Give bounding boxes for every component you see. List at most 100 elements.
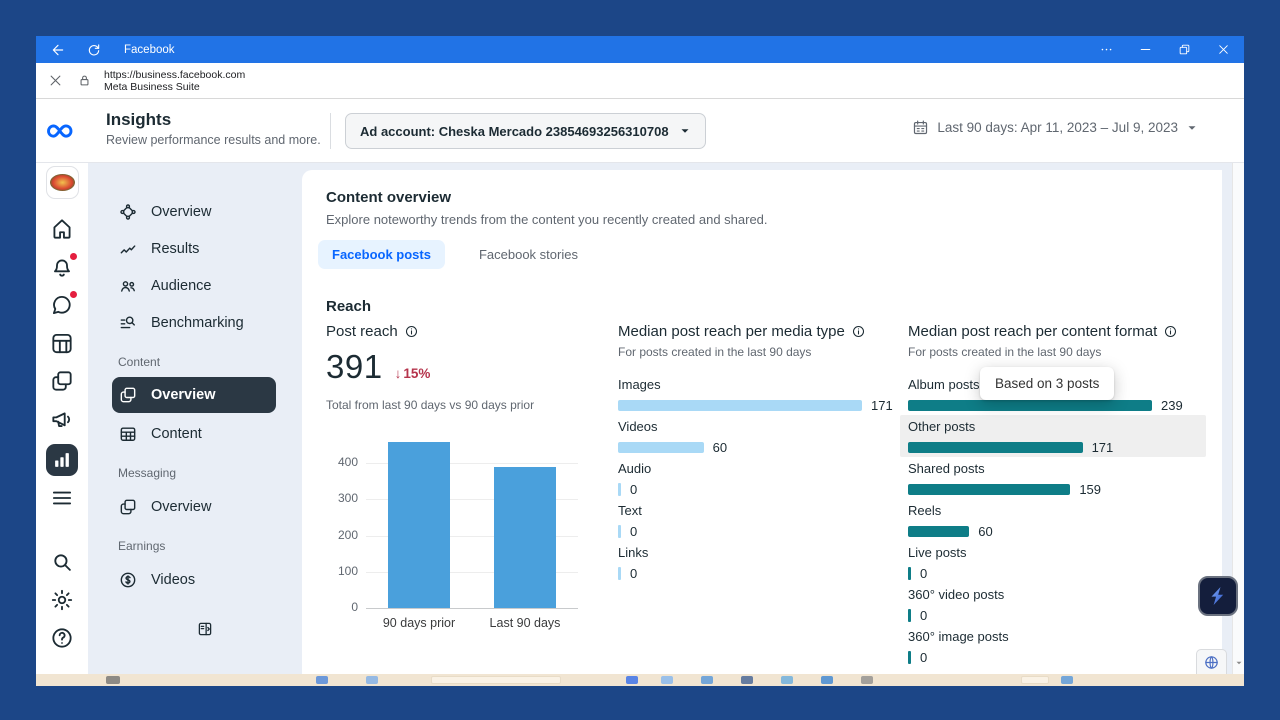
date-range-label: Last 90 days: Apr 11, 2023 – Jul 9, 2023 [937,120,1178,135]
bar [618,400,862,411]
rail-all-tools-button[interactable] [49,485,75,511]
card-subtitle: Explore noteworthy trends from the conte… [326,212,768,227]
sidebar-item-overview[interactable]: Overview [112,193,276,230]
bar-list: Images 171 Videos 60 Audio 0 Text 0 Links 0 [618,373,902,583]
app-header: Insights Review performance results and … [36,99,1244,163]
pages-icon [52,371,72,391]
tooltip: Based on 3 posts [980,367,1115,400]
rail-search-button[interactable] [49,549,75,575]
benchmarking-icon [118,313,138,333]
info-icon[interactable] [851,324,866,339]
close-page-icon[interactable] [48,73,63,88]
sidebar-item-label: Content [151,425,202,442]
search-icon [54,554,71,571]
insights-sidebar: Overview Results Audience Benchmarking Conte… [88,163,301,674]
bar-value: 159 [1079,482,1102,497]
rail-home-button[interactable] [49,216,75,242]
bar-90-days-prior[interactable] [388,441,450,608]
capture-app-logo-icon[interactable] [1198,576,1238,616]
back-icon[interactable] [50,42,66,58]
bar-row-shared-posts[interactable]: Shared posts 159 [900,457,1206,499]
bar [618,525,621,538]
globe-icon [1203,654,1220,671]
sidebar-item-benchmarking[interactable]: Benchmarking [112,304,276,341]
bar [618,442,704,453]
sidebar-item-messaging-overview[interactable]: Overview [112,488,276,525]
rail-settings-button[interactable] [49,587,75,613]
rail-notifications-button[interactable] [49,253,77,280]
bar [908,526,970,537]
bar-row-360-video-posts[interactable]: 360° video posts 0 [900,583,1206,625]
y-axis-tick-label: 400 [337,455,358,470]
rail-content-button[interactable] [49,368,75,394]
collapse-sidebar-icon[interactable] [196,620,214,638]
pages-icon [118,497,138,517]
gear-icon [51,589,73,611]
bar-row-reels[interactable]: Reels 60 [900,499,1206,541]
bar-row-text[interactable]: Text 0 [610,499,910,541]
business-avatar[interactable] [45,166,79,199]
bar-last-90-days[interactable] [494,466,556,608]
meta-logo-icon[interactable] [46,116,76,146]
bar-row-live-posts[interactable]: Live posts 0 [900,541,1206,583]
sidebar-item-content-content[interactable]: Content [112,415,276,452]
table-icon [118,424,138,444]
y-axis-tick-label: 0 [351,600,358,614]
gridline [366,608,578,609]
bell-icon [54,259,70,277]
chart-title: Median post reach per media type [618,323,845,340]
more-icon[interactable] [1100,43,1113,56]
icon-rail [36,163,88,674]
bar-value: 239 [1161,398,1183,413]
sidebar-item-audience[interactable]: Audience [112,267,276,304]
sidebar-item-results[interactable]: Results [112,230,276,267]
ad-account-dropdown[interactable]: Ad account: Cheska Mercado 2385469325631… [345,113,706,149]
taskbar-sliver [36,674,1244,686]
date-range-dropdown[interactable]: Last 90 days: Apr 11, 2023 – Jul 9, 2023 [912,119,1198,136]
close-icon[interactable] [1217,43,1230,56]
sidebar-item-content-overview[interactable]: Overview [112,377,276,413]
home-icon [53,219,71,239]
bar-row-360-image-posts[interactable]: 360° image posts 0 [900,625,1206,667]
bar-label: Links [618,545,649,560]
info-icon[interactable] [1163,324,1178,339]
bar [908,484,1071,495]
bar-row-videos[interactable]: Videos 60 [610,415,910,457]
tab-facebook-stories[interactable]: Facebook stories [465,240,592,269]
bar-label: Album posts [908,377,980,392]
refresh-icon[interactable] [86,42,102,58]
bar-row-links[interactable]: Links 0 [610,541,910,583]
sidebar-item-earnings-videos[interactable]: Videos [112,561,276,598]
bar [908,609,911,622]
bar [908,651,911,664]
notification-badge [70,253,77,260]
rail-ads-button[interactable] [49,406,75,432]
bar-label: Audio [618,461,652,476]
results-icon [118,239,138,259]
bar-row-images[interactable]: Images 171 [610,373,910,415]
bar-row-audio[interactable]: Audio 0 [610,457,910,499]
info-icon[interactable] [404,324,419,339]
caret-down-icon [1186,122,1198,134]
gridline [366,535,578,537]
minimize-icon[interactable] [1139,43,1152,56]
window-title: Facebook [124,43,175,56]
tab-facebook-posts[interactable]: Facebook posts [318,240,445,269]
bar-label: 360° image posts [908,629,1009,644]
bar-label: Images [618,377,661,392]
bar-value: 0 [630,524,638,539]
bar-row-album-posts[interactable]: Album posts 239 [900,373,1206,415]
sidebar-section-label-messaging: Messaging [118,466,177,480]
rail-insights-button[interactable] [46,444,78,476]
rail-planner-button[interactable] [49,330,75,356]
restore-icon[interactable] [1178,43,1191,56]
rail-inbox-button[interactable] [49,291,77,318]
vertical-scrollbar[interactable] [1232,163,1244,674]
median-reach-media-type-chart: Median post reach per media type For post… [618,323,902,583]
bar-label: Reels [908,503,942,518]
globe-button[interactable] [1196,649,1227,674]
rail-help-button[interactable] [49,625,75,651]
audience-icon [118,276,138,296]
bar-row-other-posts[interactable]: Other posts 171 [900,415,1206,457]
scroll-down-arrow-icon[interactable] [1234,658,1244,668]
